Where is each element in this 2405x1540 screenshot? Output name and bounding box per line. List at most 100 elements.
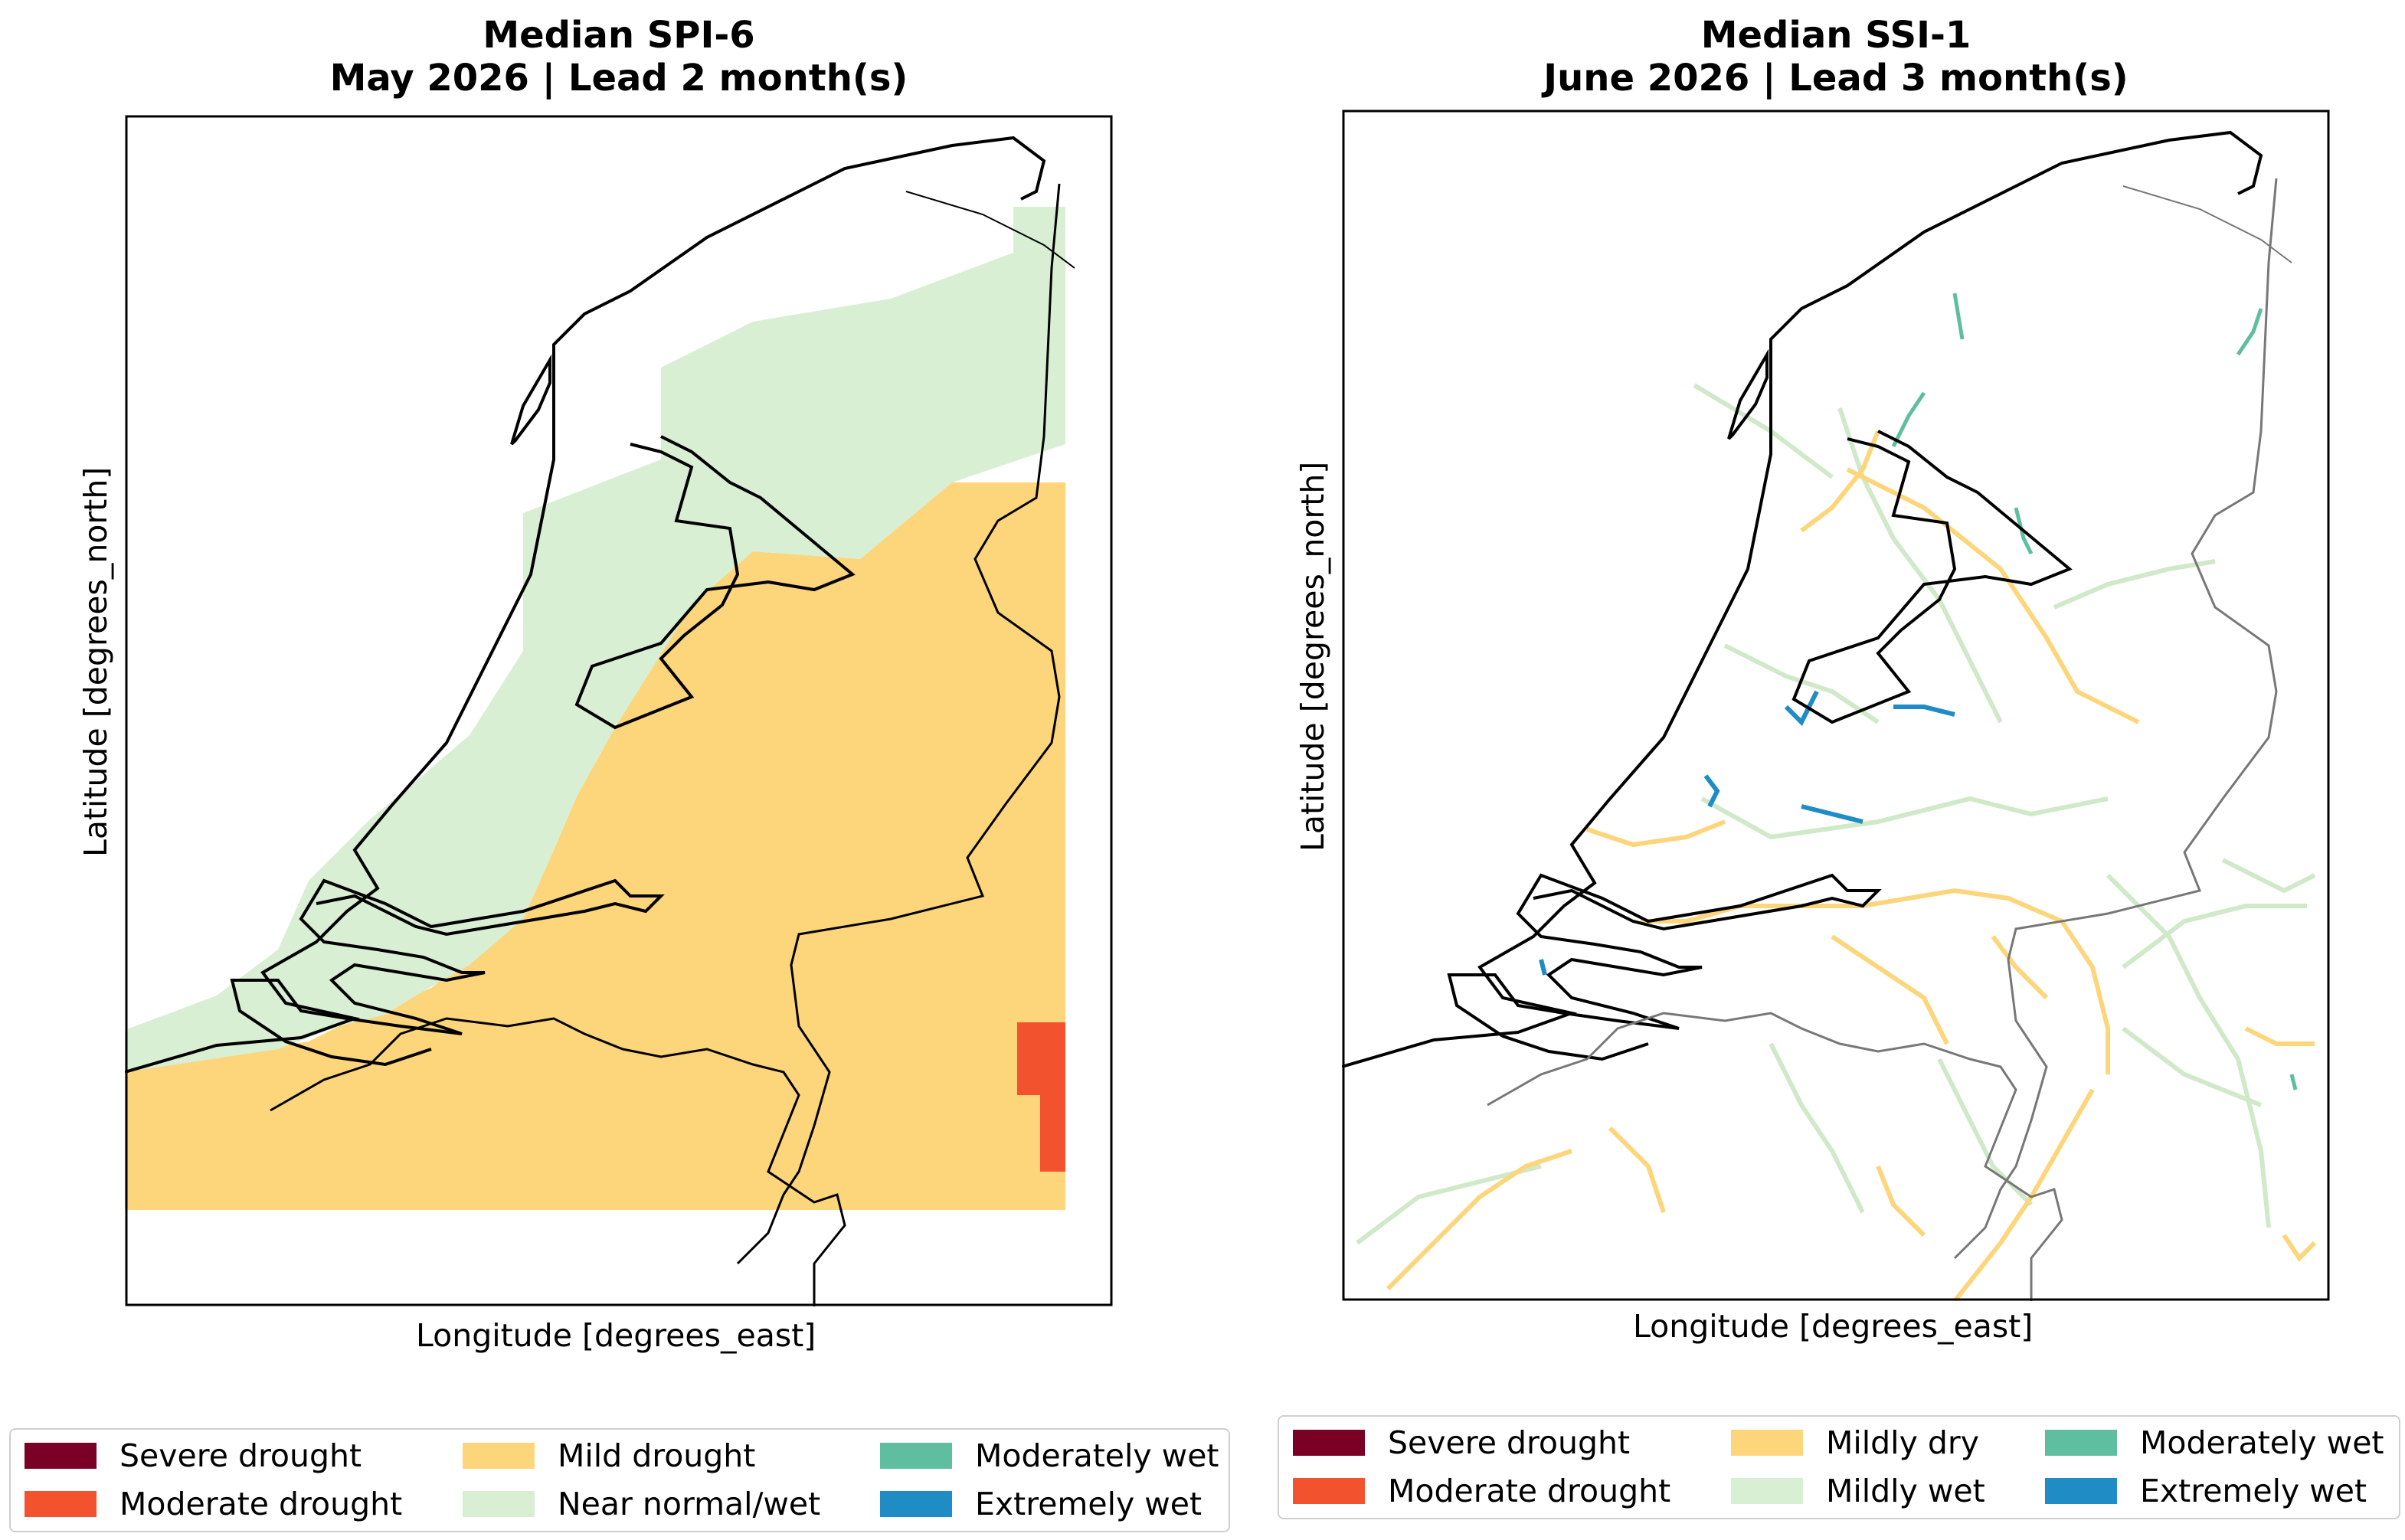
map2-river xyxy=(1700,796,2109,840)
map2-xlabel: Longitude [degrees_east] xyxy=(1633,1308,2034,1345)
map1-legend-swatch xyxy=(463,1443,535,1469)
map1-legend-label: Mild drought xyxy=(558,1437,756,1474)
map1-ylabel: Latitude [degrees_north] xyxy=(77,466,114,857)
map2-frame xyxy=(1342,110,2330,1301)
map2-legend-item: Severe drought xyxy=(1293,1424,1631,1461)
map2-ijsselmeer xyxy=(1791,430,2073,724)
map1-legend-item: Mild drought xyxy=(463,1437,756,1474)
map2-legend-item: Mildly wet xyxy=(1731,1473,1985,1509)
map1-region-near-normal xyxy=(125,207,1065,1072)
map2-coastline xyxy=(1342,130,2263,1068)
map2-river xyxy=(2106,873,2271,1228)
map2-legend-swatch xyxy=(1731,1478,1803,1504)
map1-legend-label: Near normal/wet xyxy=(558,1486,821,1522)
map1-ijsselmeer xyxy=(574,435,856,730)
map2-legend-swatch xyxy=(1293,1430,1365,1456)
map2-river xyxy=(2244,1026,2315,1046)
map1-legend-item: Extremely wet xyxy=(880,1486,1202,1522)
map1-legend-label: Moderate drought xyxy=(119,1486,403,1522)
map2-river xyxy=(1386,1149,1572,1291)
map1-texel xyxy=(510,354,551,446)
map2-river xyxy=(1831,934,1949,1045)
map2-river xyxy=(1539,959,1547,976)
map2-legend-label: Mildly dry xyxy=(1826,1424,1980,1461)
map1-legend: Severe drought Moderate drought Mild dro… xyxy=(9,1428,1230,1532)
map2-title-line2: June 2026 | Lead 3 month(s) xyxy=(1543,57,2129,100)
map1-legend-label: Severe drought xyxy=(119,1437,362,1474)
map2-river xyxy=(1937,1058,2034,1207)
map2-river xyxy=(1641,888,2110,1074)
map2-river xyxy=(2236,308,2263,356)
map2-river xyxy=(1801,804,1863,824)
map1-legend-item: Moderately wet xyxy=(880,1437,1219,1474)
map1-title: Median SPI-6 May 2026 | Lead 2 month(s) xyxy=(125,14,1113,100)
map2-legend-label: Severe drought xyxy=(1388,1424,1631,1461)
map2-river xyxy=(1876,1165,1926,1238)
map2-legend-item: Mildly dry xyxy=(1731,1424,1980,1461)
map2-river xyxy=(2122,1026,2263,1107)
map1-legend-swatch xyxy=(25,1443,97,1469)
map2-legend-label: Mildly wet xyxy=(1826,1473,1985,1509)
map2-river xyxy=(2014,507,2034,555)
map1-legend-item: Severe drought xyxy=(25,1437,362,1474)
map2-river xyxy=(2053,559,2216,610)
map2-legend-label: Moderately wet xyxy=(2140,1424,2384,1461)
map2-river xyxy=(1893,705,1955,717)
map1-river-ems xyxy=(905,191,1075,269)
map1-legend-swatch xyxy=(25,1491,97,1517)
map2-border xyxy=(1487,1012,2063,1301)
map2-river xyxy=(1693,383,1834,479)
map1-border xyxy=(270,1017,846,1306)
map1-legend-item: Near normal/wet xyxy=(463,1486,821,1522)
map2-rivers-moderately-wet xyxy=(1891,293,2298,1090)
map2-legend-item: Moderate drought xyxy=(1293,1473,1671,1509)
map2-title: Median SSI-1 June 2026 | Lead 3 month(s) xyxy=(1342,14,2330,100)
map2-legend-item: Moderately wet xyxy=(2045,1424,2384,1461)
map2-rivers-extremely-wet xyxy=(1539,690,1955,976)
map2-border-east xyxy=(1953,178,2278,1260)
map2-legend-swatch xyxy=(1293,1478,1365,1504)
map2-river xyxy=(2289,1074,2298,1090)
map1-legend-label: Moderately wet xyxy=(975,1437,1219,1474)
map2-legend-swatch xyxy=(2045,1478,2117,1504)
map1-legend-swatch xyxy=(880,1443,952,1469)
map2-river xyxy=(2282,1234,2317,1262)
map1-plot xyxy=(125,115,1113,1306)
map1-region-mild-drought-main xyxy=(125,482,1065,1210)
map2-texel xyxy=(1727,348,1769,440)
map1-region-moderate-drought xyxy=(1017,1022,1065,1172)
map2-legend: Severe drought Moderate drought Mildly d… xyxy=(1278,1415,2400,1519)
map2-river xyxy=(2221,858,2316,894)
map2-legend-item: Extremely wet xyxy=(2045,1473,2367,1509)
map1-frame xyxy=(125,115,1113,1306)
map2-legend-label: Extremely wet xyxy=(2140,1473,2367,1509)
map1-legend-label: Extremely wet xyxy=(975,1486,1202,1522)
map1-delta xyxy=(230,878,665,1067)
map1-border-east xyxy=(736,183,1061,1265)
map1-title-line2: May 2026 | Lead 2 month(s) xyxy=(329,57,908,100)
map2-river xyxy=(1703,774,1720,808)
map2-river xyxy=(1800,430,1880,533)
map2-river xyxy=(1991,935,2049,1000)
map2-plot xyxy=(1342,110,2330,1301)
map2-legend-swatch xyxy=(1731,1430,1803,1456)
map2-river xyxy=(1837,407,2003,724)
map2-river xyxy=(1891,391,1926,448)
map2-river xyxy=(1952,293,1965,340)
map2-title-line1: Median SSI-1 xyxy=(1700,14,1971,57)
map2-legend-swatch xyxy=(2045,1430,2117,1456)
map2-river xyxy=(1846,467,2140,724)
map2-legend-label: Moderate drought xyxy=(1388,1473,1671,1509)
map2-delta xyxy=(1447,873,1882,1061)
map2-river xyxy=(1723,643,1880,724)
map2-ylabel: Latitude [degrees_north] xyxy=(1294,461,1331,852)
map1-coastline xyxy=(125,136,1046,1074)
map1-legend-swatch xyxy=(880,1491,952,1517)
map2-river xyxy=(2122,904,2307,969)
map1-legend-swatch xyxy=(463,1491,535,1517)
map2-river xyxy=(1784,690,1819,727)
map1-title-line1: Median SPI-6 xyxy=(483,14,755,57)
map1-xlabel: Longitude [degrees_east] xyxy=(416,1317,816,1354)
map2-river xyxy=(1586,819,1726,848)
map2-river-ems xyxy=(2122,185,2292,263)
